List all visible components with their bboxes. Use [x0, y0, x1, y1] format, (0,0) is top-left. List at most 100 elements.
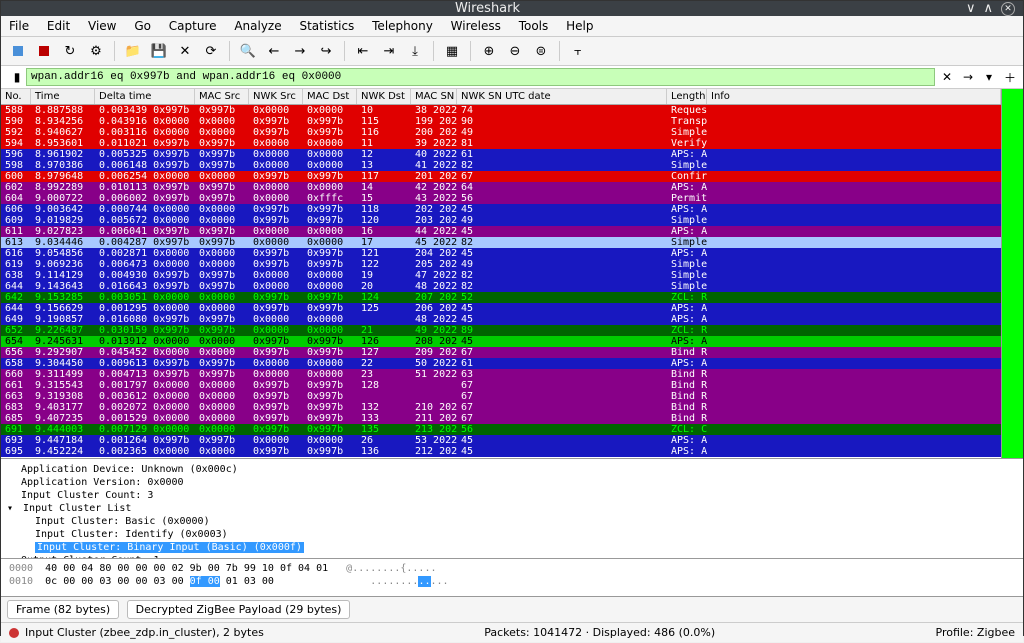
- resize-columns-icon[interactable]: ⫟: [567, 40, 589, 62]
- go-forward-icon[interactable]: →: [289, 40, 311, 62]
- auto-scroll-icon[interactable]: ⤓: [404, 40, 426, 62]
- go-to-packet-icon[interactable]: ↪: [315, 40, 337, 62]
- hex-line[interactable]: 0000 40 00 04 80 00 00 00 02 9b 00 7b 99…: [9, 562, 1015, 575]
- packet-row[interactable]: 5968.9619020.005325 0x997b0x997b0x00000x…: [1, 149, 1001, 160]
- bookmark-icon[interactable]: ▮: [8, 68, 26, 86]
- packet-row[interactable]: 6919.4440030.007129 0x00000x00000x997b0x…: [1, 424, 1001, 435]
- maximize-icon[interactable]: ∧: [983, 1, 993, 16]
- col-delta[interactable]: Delta time: [95, 89, 195, 104]
- detail-line[interactable]: Application Version: 0x0000: [21, 476, 1003, 489]
- menu-view[interactable]: View: [88, 19, 116, 33]
- packet-list-header[interactable]: No. Time Delta time MAC Src NWK Src MAC …: [1, 89, 1001, 105]
- packet-rows[interactable]: 5888.8875880.003439 0x997b0x997b0x00000x…: [1, 105, 1001, 457]
- close-file-icon[interactable]: ✕: [174, 40, 196, 62]
- packet-row[interactable]: 6139.0344460.004287 0x997b0x997b0x00000x…: [1, 237, 1001, 248]
- close-icon[interactable]: ✕: [1001, 2, 1015, 16]
- packet-row[interactable]: 6939.4471840.001264 0x997b0x997b0x00000x…: [1, 435, 1001, 446]
- menu-go[interactable]: Go: [134, 19, 151, 33]
- packet-row[interactable]: 6859.4072350.001529 0x00000x00000x997b0x…: [1, 413, 1001, 424]
- reload-icon[interactable]: ⟳: [200, 40, 222, 62]
- packet-row[interactable]: 6619.3155430.001797 0x00000x00000x997b0x…: [1, 380, 1001, 391]
- menu-tools[interactable]: Tools: [519, 19, 549, 33]
- detail-child[interactable]: Input Cluster: Identify (0x0003): [35, 528, 1003, 541]
- packet-row[interactable]: 6169.0548560.002871 0x00000x00000x997b0x…: [1, 248, 1001, 259]
- packet-row[interactable]: 6449.1566290.001295 0x00000x00000x997b0x…: [1, 303, 1001, 314]
- tab-decrypted-bytes[interactable]: Decrypted ZigBee Payload (29 bytes): [127, 600, 351, 619]
- packet-row[interactable]: 5908.9342560.043916 0x00000x00000x997b0x…: [1, 116, 1001, 127]
- col-info[interactable]: Info: [707, 89, 1001, 104]
- col-macsn[interactable]: MAC SN: [411, 89, 457, 104]
- collapse-icon[interactable]: ▾: [7, 502, 17, 515]
- go-back-icon[interactable]: ←: [263, 40, 285, 62]
- go-last-icon[interactable]: ⇥: [378, 40, 400, 62]
- hex-dump-pane[interactable]: 0000 40 00 04 80 00 00 00 02 9b 00 7b 99…: [1, 559, 1023, 597]
- menu-telephony[interactable]: Telephony: [372, 19, 433, 33]
- packet-row[interactable]: 5888.8875880.003439 0x997b0x997b0x00000x…: [1, 105, 1001, 116]
- col-nwkdst[interactable]: NWK Dst: [357, 89, 411, 104]
- packet-row[interactable]: 6839.4031770.002072 0x00000x00000x997b0x…: [1, 402, 1001, 413]
- col-nwksn[interactable]: NWK SN UTC date: [457, 89, 667, 104]
- minimize-icon[interactable]: ∨: [966, 1, 976, 16]
- capture-options-icon[interactable]: ⚙: [85, 40, 107, 62]
- packet-row[interactable]: 6119.0278230.006041 0x997b0x997b0x00000x…: [1, 226, 1001, 237]
- packet-row[interactable]: 6609.3114990.004713 0x997b0x997b0x00000x…: [1, 369, 1001, 380]
- menu-help[interactable]: Help: [566, 19, 593, 33]
- detail-line[interactable]: Input Cluster Count: 3: [21, 489, 1003, 502]
- colorize-icon[interactable]: ▦: [441, 40, 463, 62]
- packet-row[interactable]: 6549.2456310.013912 0x00000x00000x997b0x…: [1, 336, 1001, 347]
- detail-selected[interactable]: Input Cluster: Binary Input (Basic) (0x0…: [35, 542, 304, 553]
- stop-capture-icon[interactable]: [33, 40, 55, 62]
- packet-details-pane[interactable]: Application Device: Unknown (0x000c) App…: [1, 459, 1023, 559]
- open-file-icon[interactable]: 📁: [122, 40, 144, 62]
- packet-row[interactable]: 6429.1532850.003051 0x00000x00000x997b0x…: [1, 292, 1001, 303]
- packet-row[interactable]: 6049.0007220.006002 0x997b0x997b0x00000x…: [1, 193, 1001, 204]
- find-packet-icon[interactable]: 🔍: [237, 40, 259, 62]
- go-first-icon[interactable]: ⇤: [352, 40, 374, 62]
- tab-frame-bytes[interactable]: Frame (82 bytes): [7, 600, 119, 619]
- col-nwksrc[interactable]: NWK Src: [249, 89, 303, 104]
- detail-tree[interactable]: ▾ Input Cluster List: [7, 502, 1003, 515]
- menu-analyze[interactable]: Analyze: [234, 19, 281, 33]
- filter-clear-icon[interactable]: ✕: [938, 68, 956, 86]
- menu-edit[interactable]: Edit: [47, 19, 70, 33]
- filter-history-icon[interactable]: ▾: [980, 68, 998, 86]
- packet-minimap[interactable]: [1001, 89, 1023, 458]
- status-profile[interactable]: Profile: Zigbee: [936, 626, 1016, 639]
- hex-line[interactable]: 0010 0c 00 00 03 00 00 03 00 0f 00 01 03…: [9, 575, 1015, 588]
- filter-add-icon[interactable]: ＋: [1001, 68, 1019, 86]
- menu-statistics[interactable]: Statistics: [299, 19, 354, 33]
- packet-row[interactable]: 6099.0198290.005672 0x00000x00000x997b0x…: [1, 215, 1001, 226]
- packet-row[interactable]: 6008.9796480.006254 0x00000x00000x997b0x…: [1, 171, 1001, 182]
- packet-row[interactable]: 5988.9703860.006148 0x997b0x997b0x00000x…: [1, 160, 1001, 171]
- packet-row[interactable]: 6639.3193080.003612 0x00000x00000x997b0x…: [1, 391, 1001, 402]
- packet-row[interactable]: 6199.0692360.006473 0x00000x00000x997b0x…: [1, 259, 1001, 270]
- col-macdst[interactable]: MAC Dst: [303, 89, 357, 104]
- restart-capture-icon[interactable]: ↻: [59, 40, 81, 62]
- col-no[interactable]: No.: [1, 89, 31, 104]
- menu-file[interactable]: File: [9, 19, 29, 33]
- packet-row[interactable]: 6069.0036420.000744 0x00000x00000x997b0x…: [1, 204, 1001, 215]
- col-macsrc[interactable]: MAC Src: [195, 89, 249, 104]
- packet-list[interactable]: No. Time Delta time MAC Src NWK Src MAC …: [1, 89, 1001, 458]
- expert-info-icon[interactable]: [9, 628, 19, 638]
- col-len[interactable]: Length: [667, 89, 707, 104]
- packet-row[interactable]: 6389.1141290.004930 0x997b0x997b0x00000x…: [1, 270, 1001, 281]
- packet-row[interactable]: 5948.9536010.011021 0x997b0x997b0x00000x…: [1, 138, 1001, 149]
- packet-row[interactable]: 6959.4522240.002365 0x00000x00000x997b0x…: [1, 446, 1001, 457]
- packet-row[interactable]: 6589.3044500.009613 0x997b0x997b0x00000x…: [1, 358, 1001, 369]
- packet-row[interactable]: 6028.9922890.010113 0x997b0x997b0x00000x…: [1, 182, 1001, 193]
- filter-apply-icon[interactable]: →: [959, 68, 977, 86]
- packet-row[interactable]: 5928.9406270.003116 0x00000x00000x997b0x…: [1, 127, 1001, 138]
- save-file-icon[interactable]: 💾: [148, 40, 170, 62]
- zoom-out-icon[interactable]: ⊖: [504, 40, 526, 62]
- col-time[interactable]: Time: [31, 89, 95, 104]
- detail-line[interactable]: Application Device: Unknown (0x000c): [21, 463, 1003, 476]
- packet-row[interactable]: 6499.1908570.016080 0x997b0x997b0x00000x…: [1, 314, 1001, 325]
- packet-row[interactable]: 6449.1436430.016643 0x997b0x997b0x00000x…: [1, 281, 1001, 292]
- packet-row[interactable]: 6569.2929070.045452 0x00000x00000x997b0x…: [1, 347, 1001, 358]
- display-filter-input[interactable]: [26, 68, 935, 86]
- menu-wireless[interactable]: Wireless: [451, 19, 501, 33]
- zoom-in-icon[interactable]: ⊕: [478, 40, 500, 62]
- start-capture-icon[interactable]: [7, 40, 29, 62]
- menu-capture[interactable]: Capture: [169, 19, 217, 33]
